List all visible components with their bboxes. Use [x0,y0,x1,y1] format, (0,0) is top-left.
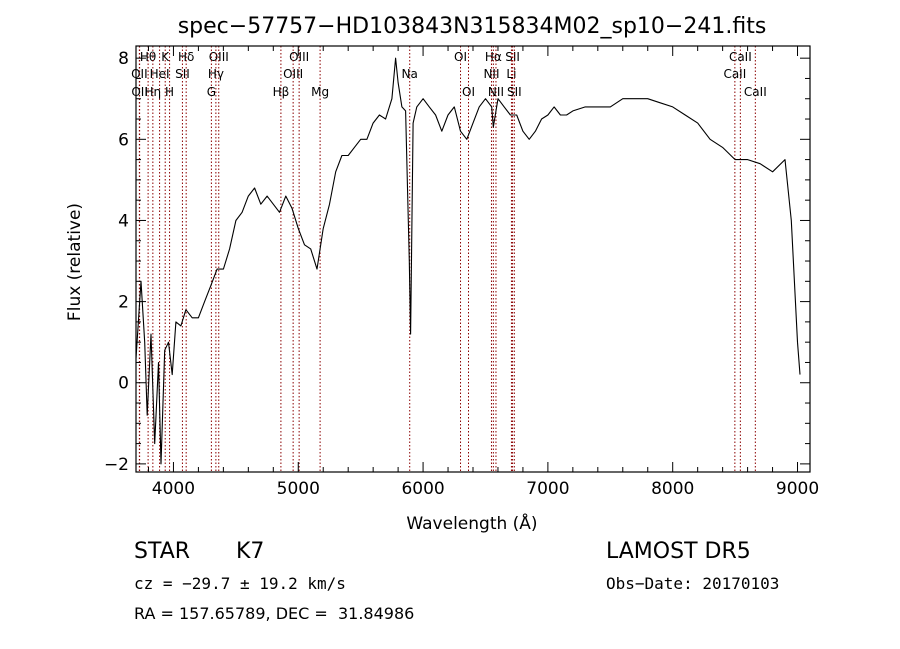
x-tick-label: 4000 [152,479,195,499]
observation-date: Obs−Date: 20170103 [606,574,780,593]
line-marker-label: HeI [150,67,170,81]
y-tick-label: 2 [118,293,129,313]
line-marker-label: SII [507,85,522,99]
x-tick-label: 7000 [526,479,569,499]
y-tick-label: 4 [118,211,129,231]
x-axis-label: Wavelength (Å) [406,512,537,534]
chart-title: spec−57757−HD103843N315834M02_sp10−241.f… [178,14,767,39]
line-marker-label: OIII [209,50,229,64]
line-marker-label: OIII [283,67,303,81]
plot-frame [135,45,811,473]
line-marker-label: Mg [311,85,329,99]
x-tick-label: 5000 [277,479,320,499]
line-marker-label: Hβ [273,85,290,99]
x-tick-label: 8000 [651,479,694,499]
survey-name: LAMOST DR5 [606,539,751,564]
line-marker-label: OIII [289,50,309,64]
line-marker-label: Li [506,67,516,81]
line-marker-label: Hδ [178,50,194,64]
line-marker-label: Hα [485,50,502,64]
line-marker-label: SII [505,50,520,64]
line-marker-label: Na [402,67,418,81]
line-marker-label: G [207,85,216,99]
line-marker-label: SII [175,67,190,81]
spectrum-line [135,57,801,465]
line-marker-label: CaII [744,85,767,99]
line-marker-label: CaII [729,50,752,64]
y-tick-label: 0 [118,374,129,394]
line-marker-label: OI [454,50,467,64]
y-tick-label: 6 [118,130,129,150]
line-marker-label: Hη [145,85,162,99]
object-class: STAR [134,539,191,564]
y-tick-label: −2 [104,455,129,475]
line-marker-label: OI [462,85,475,99]
y-axis-label: Flux (relative) [65,203,85,321]
redshift-readout: cz = −29.7 ± 19.2 km/s [134,574,346,593]
line-marker-label: CaII [723,67,746,81]
x-tick-label: 6000 [401,479,444,499]
line-marker-label: K [161,50,170,64]
ra-dec-readout: RA = 157.65789, DEC = 31.84986 [134,604,415,623]
line-marker-label: Hγ [208,67,224,81]
line-marker-label: NII [483,67,499,81]
x-tick-label: 9000 [776,479,819,499]
object-subclass: K7 [236,539,265,564]
line-marker-label: H [165,85,174,99]
y-tick-label: 8 [118,49,129,69]
line-marker-label: NII [488,85,504,99]
spectrum-series [135,57,801,465]
line-marker-label: Hθ [140,50,156,64]
plot-axes: 4000 5000 6000 7000 8000 9000 −2 0 2 4 6 8 [104,45,819,499]
